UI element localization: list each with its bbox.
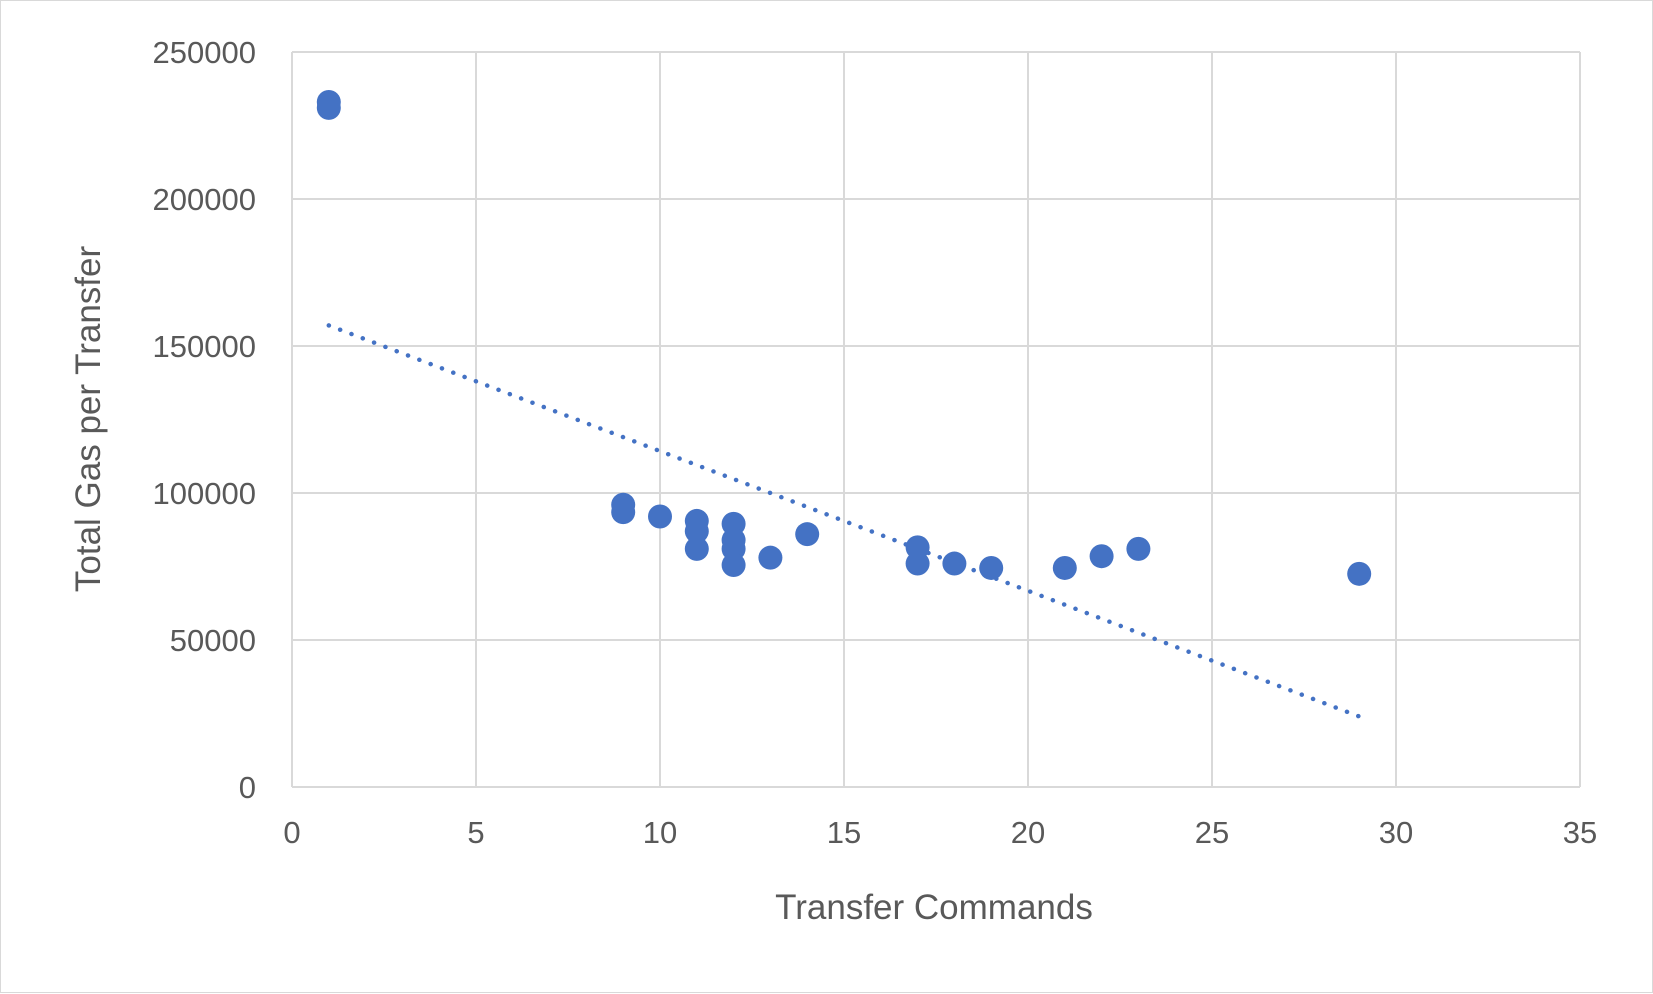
y-axis-title: Total Gas per Transfer (69, 246, 108, 593)
x-tick-label-2: 10 (643, 815, 677, 850)
x-axis-tick-labels: 0 5 10 15 20 25 30 35 (283, 815, 1597, 850)
x-axis-title: Transfer Commands (775, 888, 1093, 927)
x-tick-label-5: 25 (1195, 815, 1229, 850)
data-point-0-21 (1347, 561, 1372, 586)
data-point-0-17 (979, 555, 1004, 580)
data-point-0-4 (648, 504, 672, 529)
trendline-group (326, 323, 1362, 719)
data-point-0-19 (1089, 544, 1114, 569)
data-point-0-12 (758, 545, 783, 570)
data-point-0-20 (1126, 536, 1151, 561)
data-point-0-15 (905, 551, 930, 576)
data-points (316, 89, 1372, 586)
data-point-0-18 (1052, 555, 1077, 580)
x-tick-label-3: 15 (827, 815, 861, 850)
x-tick-label-0: 0 (283, 815, 300, 850)
data-point-0-6 (684, 519, 709, 544)
data-point-0-3 (611, 500, 636, 525)
data-point-0-7 (684, 536, 709, 561)
y-tick-label-4: 200000 (153, 182, 256, 217)
x-tick-label-7: 35 (1563, 815, 1597, 850)
data-point-0-13 (795, 522, 820, 547)
y-tick-label-0: 0 (239, 770, 256, 805)
y-tick-label-3: 150000 (153, 329, 256, 364)
y-axis-tick-labels: 0 50000 100000 150000 200000 250000 (153, 35, 256, 805)
data-point-0-11 (721, 553, 746, 578)
data-point-0-1 (316, 95, 341, 120)
x-tick-label-1: 5 (467, 815, 484, 850)
y-tick-label-5: 250000 (153, 35, 256, 70)
trendline (326, 323, 1362, 719)
x-tick-label-6: 30 (1379, 815, 1413, 850)
y-tick-label-1: 50000 (170, 623, 256, 658)
x-tick-label-4: 20 (1011, 815, 1045, 850)
y-tick-label-2: 100000 (153, 476, 256, 511)
gridlines (291, 51, 1581, 788)
data-point-0-16 (942, 551, 967, 576)
